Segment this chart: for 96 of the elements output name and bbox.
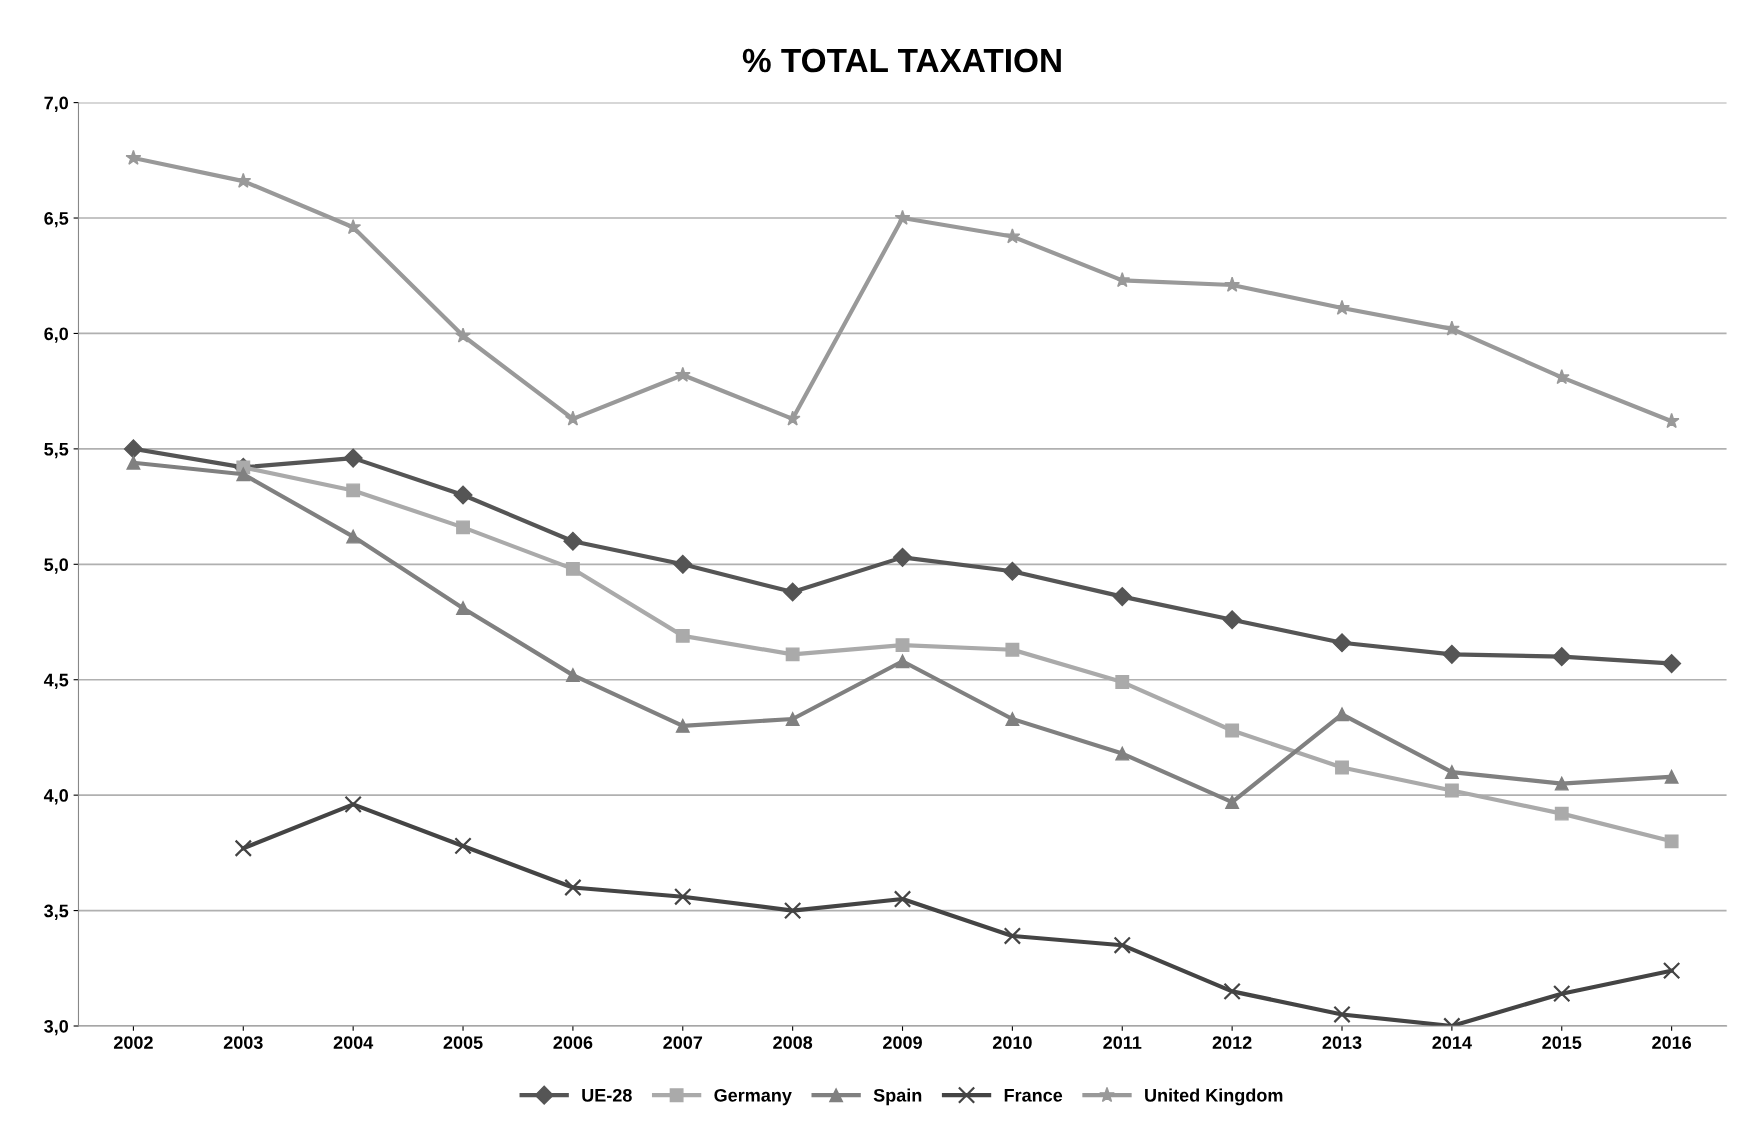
- point: [675, 628, 690, 643]
- point: [674, 887, 692, 906]
- point: [1115, 675, 1130, 689]
- point: [236, 467, 251, 482]
- point: [1554, 806, 1569, 821]
- point: [564, 878, 582, 897]
- legend-label: Germany: [714, 1088, 792, 1106]
- y-tick-label: 6,5: [44, 211, 69, 228]
- point: [1553, 368, 1570, 385]
- point: [675, 718, 690, 733]
- x-tick-label: 2012: [1212, 1036, 1252, 1049]
- point: [344, 795, 362, 814]
- x-tick-label: 2008: [773, 1036, 813, 1049]
- x-tick-label: 2004: [333, 1036, 374, 1049]
- point: [1002, 561, 1022, 581]
- point: [343, 448, 363, 468]
- point: [1554, 776, 1569, 791]
- point: [123, 439, 143, 459]
- point: [1662, 654, 1682, 674]
- legend-label: France: [1004, 1089, 1063, 1102]
- point: [456, 520, 470, 535]
- point: [892, 547, 913, 567]
- point: [1222, 610, 1242, 630]
- point: [1225, 723, 1240, 738]
- point: [1113, 936, 1132, 954]
- point: [455, 327, 471, 343]
- y-tick-label: 4,5: [43, 673, 69, 690]
- point: [894, 209, 911, 225]
- y-tick-label: 4,0: [43, 789, 69, 805]
- x-tick-label: 2010: [992, 1036, 1032, 1049]
- x-tick-label: 2013: [1322, 1036, 1362, 1050]
- point: [1335, 707, 1349, 722]
- point: [454, 837, 472, 855]
- point: [453, 485, 473, 505]
- point: [1444, 765, 1459, 780]
- point: [1335, 760, 1349, 775]
- x-tick-label: 2007: [663, 1036, 703, 1049]
- chart-title: % TOTAL TAXATION: [742, 48, 1061, 73]
- point: [346, 483, 361, 498]
- point: [1443, 320, 1460, 336]
- x-tick-label: 2011: [1103, 1036, 1142, 1049]
- y-tick-label: 3,5: [44, 904, 69, 920]
- y-tick-label: 3,0: [44, 1019, 69, 1036]
- point: [1115, 746, 1130, 761]
- point: [784, 410, 801, 426]
- point: [783, 901, 802, 920]
- point: [1005, 712, 1020, 726]
- point: [1005, 642, 1020, 657]
- x-tick-label: 2016: [1652, 1036, 1692, 1049]
- point: [1003, 927, 1022, 945]
- legend-label: UE-28: [582, 1088, 632, 1102]
- point: [125, 149, 142, 165]
- point: [1332, 633, 1352, 653]
- point: [1444, 783, 1459, 798]
- x-tick-label: 2006: [553, 1036, 593, 1049]
- point: [785, 712, 800, 726]
- point: [565, 561, 580, 576]
- point: [893, 890, 912, 908]
- point: [673, 554, 693, 574]
- point: [1664, 834, 1679, 849]
- point: [1223, 982, 1241, 1001]
- point: [1112, 587, 1132, 607]
- point: [785, 647, 800, 662]
- point: [1662, 961, 1681, 980]
- point: [895, 654, 910, 669]
- point: [1333, 1005, 1351, 1024]
- y-tick-label: 6,0: [44, 327, 69, 343]
- point: [1004, 228, 1021, 244]
- y-tick-label: 7,0: [44, 96, 69, 112]
- point: [1552, 647, 1572, 667]
- point: [1553, 984, 1571, 1003]
- y-tick-label: 5,5: [44, 443, 69, 459]
- point: [346, 529, 361, 544]
- point: [234, 839, 253, 857]
- point: [1225, 795, 1240, 810]
- x-tick-label: 2002: [113, 1036, 153, 1049]
- x-tick-label: 2009: [883, 1036, 922, 1049]
- legend-label: Spain: [873, 1088, 922, 1106]
- point: [565, 668, 580, 683]
- point: [126, 455, 141, 470]
- point: [563, 531, 583, 551]
- point: [564, 410, 581, 426]
- legend-label: United Kingdom: [1145, 1088, 1283, 1106]
- y-tick-label: 5,0: [44, 558, 69, 574]
- point: [345, 218, 362, 235]
- x-tick-label: 2015: [1542, 1036, 1582, 1049]
- point: [1664, 769, 1679, 784]
- x-tick-label: 2005: [443, 1036, 483, 1049]
- point: [1224, 276, 1241, 292]
- x-tick-label: 2014: [1432, 1036, 1472, 1049]
- x-tick-label: 2003: [223, 1036, 263, 1050]
- point: [783, 582, 803, 602]
- point: [674, 366, 691, 382]
- point: [895, 638, 910, 653]
- point: [1442, 644, 1462, 664]
- point: [456, 601, 470, 616]
